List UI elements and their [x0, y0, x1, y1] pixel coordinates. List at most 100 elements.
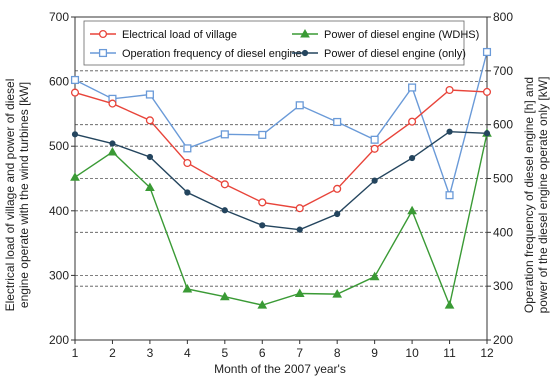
right-tick-label: 800 — [493, 10, 513, 24]
data-point — [107, 147, 118, 156]
left-axis-ticks: 200 300 400 500 600 700 — [49, 10, 75, 347]
series-line — [74, 133, 488, 308]
right-tick-label: 700 — [493, 64, 513, 78]
data-point — [370, 135, 379, 144]
left-axis-title: Electrical load of village and power of … — [3, 79, 31, 312]
x-tick-label: 10 — [405, 346, 419, 360]
right-axis-ticks: 200 300 400 500 600 700 800 — [487, 10, 513, 347]
x-axis-ticks: 1 2 3 4 5 6 7 8 9 10 11 12 — [72, 340, 494, 360]
left-tick-label: 600 — [49, 75, 69, 89]
legend-marker — [98, 48, 108, 58]
legend-box — [83, 20, 465, 66]
x-tick-label: 1 — [72, 346, 79, 360]
left-axis-title-line-1: Electrical load of village and power of … — [3, 79, 17, 312]
left-tick-label: 200 — [49, 333, 69, 347]
right-tick-label: 400 — [493, 225, 513, 239]
data-point — [258, 130, 267, 139]
data-point — [183, 158, 192, 168]
data-point — [482, 47, 492, 57]
series-line — [74, 51, 488, 198]
x-axis-title: Month of the 2007 year's — [214, 362, 346, 376]
data-point — [184, 189, 191, 196]
data-point — [333, 184, 342, 193]
x-tick-label: 6 — [259, 346, 266, 360]
data-point — [70, 88, 80, 97]
data-point — [295, 204, 304, 213]
x-tick-label: 12 — [480, 346, 494, 360]
data-point — [445, 85, 454, 95]
legend-label: Power of diesel engine (only) — [324, 48, 466, 60]
data-point — [333, 117, 342, 127]
data-point — [108, 99, 117, 108]
left-tick-label: 700 — [49, 10, 69, 24]
series-layer — [70, 47, 492, 309]
left-tick-label: 300 — [49, 268, 69, 282]
data-point — [407, 205, 417, 215]
legend-label: Operation frequency of diesel engine — [122, 48, 302, 60]
x-tick-label: 8 — [334, 346, 341, 360]
data-point — [371, 177, 378, 184]
x-tick-label: 3 — [147, 346, 154, 360]
data-point — [257, 300, 268, 309]
right-axis-title-line-1: Operation frequency of diesel engine [h]… — [522, 77, 536, 313]
x-tick-label: 11 — [443, 346, 456, 360]
data-point — [183, 144, 192, 153]
legend: Electrical load of village Power of diese… — [83, 20, 479, 66]
series-1 — [70, 85, 492, 213]
data-point — [145, 116, 154, 125]
data-point — [370, 144, 379, 153]
x-tick-label: 7 — [296, 346, 303, 360]
data-point — [369, 271, 380, 281]
legend-label: Electrical load of village — [122, 29, 237, 41]
right-tick-label: 300 — [493, 279, 513, 293]
right-axis-title-line-2: power of the diesel engine operate only … — [536, 77, 550, 314]
legend-marker — [300, 28, 310, 38]
data-point — [482, 87, 492, 96]
right-tick-label: 600 — [493, 118, 513, 132]
series-2 — [70, 128, 492, 309]
x-tick-label: 2 — [109, 346, 116, 360]
data-point — [70, 172, 80, 181]
data-point — [146, 153, 154, 161]
x-tick-label: 4 — [184, 346, 191, 360]
data-point — [408, 83, 417, 92]
data-point — [296, 226, 303, 233]
grid-lines — [75, 70, 487, 287]
legend-item: Electrical load of village — [90, 29, 237, 41]
legend-item: Power of diesel engine (WDHS) — [292, 28, 479, 41]
legend-item: Operation frequency of diesel engine — [90, 48, 302, 60]
left-axis-title-line-2: engine operate with the wind turbines [k… — [17, 82, 31, 308]
x-tick-label: 9 — [371, 346, 378, 360]
data-point — [71, 131, 79, 138]
data-point — [332, 289, 343, 298]
left-tick-label: 500 — [49, 139, 69, 153]
data-point — [446, 128, 453, 135]
series-line — [74, 130, 488, 231]
legend-marker — [301, 49, 309, 57]
legend-marker — [98, 29, 108, 39]
data-point — [408, 154, 416, 162]
data-point — [258, 198, 267, 207]
right-tick-label: 500 — [493, 172, 513, 186]
series-3 — [70, 47, 492, 200]
legend-label: Power of diesel engine (WDHS) — [324, 29, 479, 41]
series-line — [74, 89, 488, 209]
data-point — [444, 300, 455, 309]
left-tick-label: 400 — [49, 204, 69, 218]
data-point — [221, 207, 228, 214]
data-point — [145, 90, 154, 99]
data-point — [408, 117, 417, 126]
data-point — [70, 75, 80, 85]
data-point — [109, 140, 116, 147]
data-point — [294, 288, 305, 297]
right-axis-title: Operation frequency of diesel engine [h]… — [522, 77, 550, 314]
right-tick-label: 200 — [493, 333, 513, 347]
series-4 — [71, 128, 491, 233]
data-point — [220, 130, 229, 139]
data-point — [220, 180, 229, 189]
data-point — [182, 283, 193, 293]
x-tick-label: 5 — [221, 346, 228, 360]
data-point — [334, 210, 341, 218]
data-point — [445, 191, 454, 200]
